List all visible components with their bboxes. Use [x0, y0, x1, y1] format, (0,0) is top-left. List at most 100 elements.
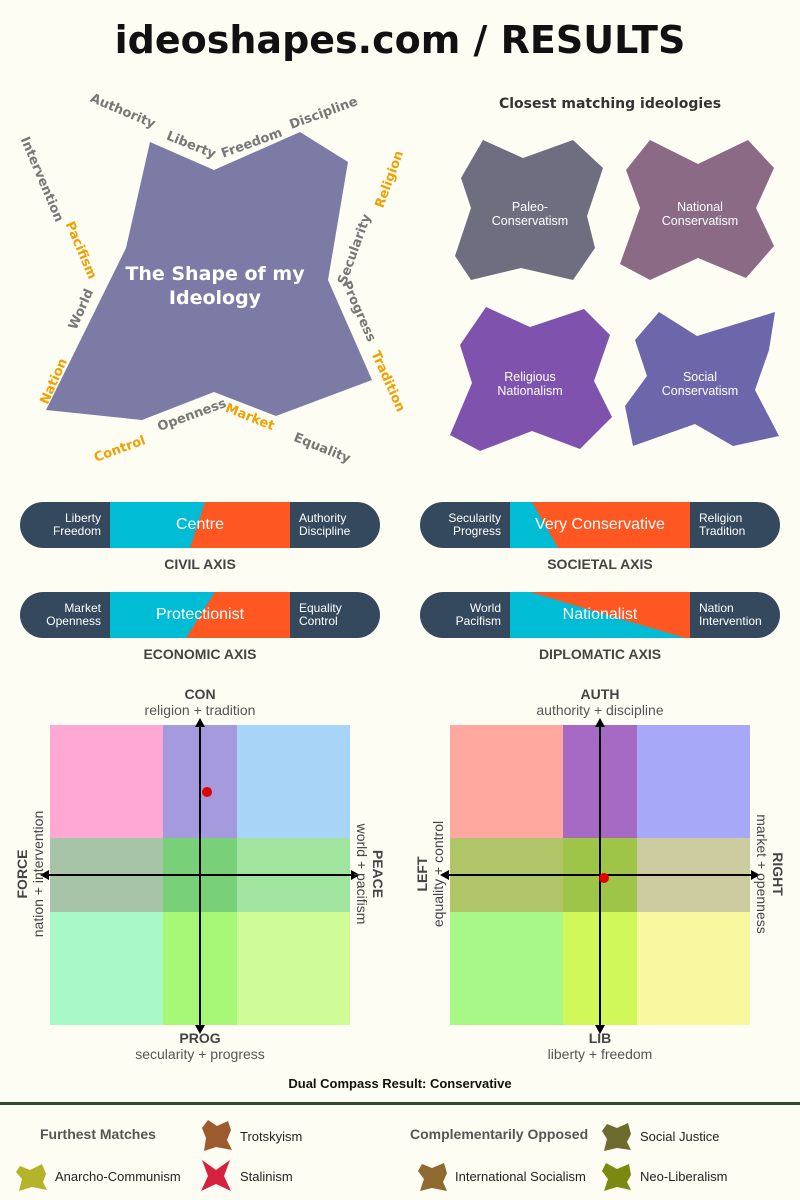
compass2-point: [599, 873, 609, 883]
diplomatic-axis-right1: Nation: [699, 601, 734, 615]
compass1-point: [202, 787, 212, 797]
shape-title: The Shape of my Ideology: [115, 262, 315, 310]
economic-axis-bar: Market Openness Protectionist Equality C…: [20, 592, 380, 638]
civil-axis-fill: [110, 502, 290, 548]
shape-title-line2: Ideology: [168, 287, 262, 309]
opposed-title: Complementarily Opposed: [410, 1126, 589, 1142]
compass1-top-label: CON: [184, 686, 216, 702]
social-justice-icon: [602, 1123, 631, 1151]
ideology-shape-religious-nationalism: [450, 307, 612, 451]
diplomatic-axis-left: World Pacifism: [420, 592, 510, 638]
compass1-left: FORCE nation + intervention: [14, 794, 46, 954]
footer-item-social-justice: Social Justice: [640, 1129, 720, 1144]
societal-axis-left2: Progress: [452, 524, 501, 538]
compass2-bottom-label: LIB: [588, 1030, 612, 1046]
diplomatic-axis-name: DIPLOMATIC AXIS: [538, 646, 662, 662]
ideology-label-line1: Religious: [504, 370, 556, 384]
societal-axis-right: Religion Tradition: [690, 502, 780, 548]
footer-item-international-socialism: International Socialism: [455, 1169, 586, 1184]
compass2-left: LEFT equality + control: [414, 794, 446, 954]
footer-item-trotskyism: Trotskyism: [240, 1129, 303, 1144]
economic-axis-right2: Control: [299, 614, 338, 628]
ideology-label-line2: Conservatism: [661, 384, 739, 398]
ideology-label-line1: Social: [682, 370, 718, 384]
economic-axis-left: Market Openness: [20, 592, 110, 638]
footer-item-neo-liberalism: Neo-Liberalism: [640, 1169, 728, 1184]
compass1-left-sub: nation + intervention: [30, 810, 46, 938]
civil-axis-right: Authority Discipline: [290, 502, 380, 548]
diplomatic-axis-left2: Pacifism: [455, 614, 501, 628]
diplomatic-axis-fill: [510, 592, 690, 638]
societal-axis-left1: Secularity: [448, 511, 501, 525]
compass1-right: PEACE world + pacifism: [354, 794, 386, 954]
ideology-label-line2: Nationalism: [497, 384, 563, 398]
compass1-left-label: FORCE: [14, 849, 30, 899]
civil-axis-result: Centre: [175, 516, 225, 533]
ideology-label-social-conservatism: Social Conservatism: [625, 370, 775, 398]
economic-axis-right1: Equality: [299, 601, 342, 615]
civil-axis-left: Liberty Freedom: [20, 502, 110, 548]
diplomatic-axis-result: Nationalist: [562, 606, 638, 623]
ideology-shape: [46, 132, 372, 420]
compass1-right-sub: world + pacifism: [354, 823, 370, 925]
societal-axis-result: Very Conservative: [535, 516, 665, 533]
ideology-shape-paleo-conservatism: [455, 140, 603, 280]
civil-axis-name: CIVIL AXIS: [164, 556, 236, 572]
compass2-grid: [440, 718, 760, 1034]
furthest-title: Furthest Matches: [40, 1126, 156, 1142]
ideology-label-national-conservatism: National Conservatism: [620, 200, 780, 228]
civil-axis-left1: Liberty: [64, 511, 101, 525]
societal-axis-bar: Secularity Progress Very Conservative Re…: [420, 502, 780, 548]
ideology-shape-national-conservatism: [620, 140, 774, 280]
compass1-right-label: PEACE: [370, 849, 386, 899]
compass2-top-label: AUTH: [580, 686, 620, 702]
shape-title-line1: The Shape of my: [125, 263, 305, 285]
civil-axis-right2: Discipline: [299, 524, 351, 538]
footer-divider: [0, 1102, 800, 1105]
international-socialism-icon: [418, 1163, 447, 1191]
compass2-left-sub: equality + control: [430, 820, 446, 928]
trotskyism-icon: [202, 1120, 232, 1151]
economic-axis-left2: Openness: [46, 614, 101, 628]
compass2-right-label: RIGHT: [770, 852, 786, 896]
ideology-label-line2: Conservatism: [491, 214, 569, 228]
compass1-top: CON religion + tradition: [50, 686, 350, 720]
civil-axis-bar: Liberty Freedom Centre Authority Discipl…: [20, 502, 380, 548]
ideology-label-line2: Conservatism: [661, 214, 739, 228]
ideology-shape-social-conservatism: [625, 312, 779, 446]
compass1-bottom-sub: secularity + progress: [135, 1046, 265, 1062]
stalinism-icon: [201, 1160, 231, 1191]
economic-axis-left1: Market: [64, 601, 101, 615]
anarcho-communism-icon: [16, 1164, 47, 1191]
economic-axis-name: ECONOMIC AXIS: [143, 646, 257, 662]
civil-axis-left2: Freedom: [52, 524, 101, 538]
closest-title: Closest matching ideologies: [498, 96, 722, 112]
compass2-left-label: LEFT: [414, 856, 430, 892]
economic-axis-fill: [110, 592, 290, 638]
compass2-right: RIGHT market + openness: [754, 794, 786, 954]
ideology-label-paleo-conservatism: Paleo- Conservatism: [455, 200, 605, 228]
ideology-shape-polygon: [46, 132, 372, 420]
footer-item-stalinism: Stalinism: [240, 1169, 293, 1184]
ideology-label-religious-nationalism: Religious Nationalism: [450, 370, 610, 398]
compass2-bottom: LIB liberty + freedom: [450, 1030, 750, 1064]
compass1-top-sub: religion + tradition: [144, 702, 256, 718]
societal-axis-left: Secularity Progress: [420, 502, 510, 548]
compass2-top-sub: authority + discipline: [536, 702, 664, 718]
societal-axis-right1: Religion: [699, 511, 743, 525]
diplomatic-axis-left1: World: [469, 601, 501, 615]
societal-axis-name: SOCIETAL AXIS: [547, 556, 653, 572]
compass1-bottom-label: PROG: [179, 1030, 221, 1046]
footer-item-anarcho-communism: Anarcho-Communism: [55, 1169, 181, 1184]
societal-axis-fill: [510, 502, 690, 548]
page-title: ideoshapes.com / RESULTS: [114, 18, 686, 62]
economic-axis-right: Equality Control: [290, 592, 380, 638]
diplomatic-axis-bar: World Pacifism Nationalist Nation Interv…: [420, 592, 780, 638]
ideology-label-line1: National: [677, 200, 723, 214]
compass-result: Dual Compass Result: Conservative: [288, 1076, 512, 1091]
societal-axis-right2: Tradition: [699, 524, 746, 538]
ideology-label-line1: Paleo-: [511, 200, 549, 214]
civil-axis-right1: Authority: [299, 511, 347, 525]
neo-liberalism-icon: [602, 1163, 631, 1191]
compass2-bottom-sub: liberty + freedom: [547, 1046, 653, 1062]
